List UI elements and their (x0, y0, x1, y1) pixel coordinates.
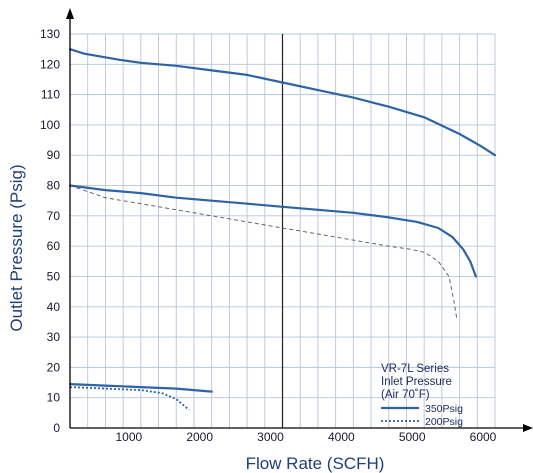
y-tick-label: 120 (40, 57, 60, 71)
y-tick-label: 40 (47, 300, 61, 314)
x-tick-label: 5000 (399, 430, 426, 444)
y-tick-label: 20 (47, 360, 61, 374)
y-tick-label: 50 (47, 269, 61, 283)
legend-condition: (Air 70˚F) (381, 389, 430, 401)
chart-series (68, 48, 497, 411)
series-line-2 (68, 184, 477, 278)
x-tick-label: 2000 (186, 430, 213, 444)
chart-legend: VR-7L Series Inlet Pressure (Air 70˚F) 3… (381, 363, 463, 428)
y-tick-label: 0 (53, 421, 60, 435)
y-tick-label: 110 (41, 88, 60, 102)
series-line-5 (69, 185, 458, 319)
chart-ticks: 0 10 20 30 40 50 60 70 80 90 100 110 120 130 1000 2000 3… (40, 27, 497, 444)
y-tick-label: 30 (47, 330, 61, 344)
chart-axes (66, 8, 533, 432)
legend-subtitle: Inlet Pressure (381, 376, 452, 388)
x-axis-title: Flow Rate (SCFH) (246, 454, 385, 473)
x-tick-label: 6000 (470, 430, 497, 444)
legend-label-350psig: 350Psig (425, 403, 463, 415)
y-tick-label: 10 (47, 391, 61, 405)
x-axis-arrow (523, 424, 533, 432)
x-tick-label: 1000 (115, 430, 142, 444)
legend-label-200psig: 200Psig (425, 416, 463, 428)
series-line-4 (69, 386, 190, 411)
y-axis-arrow (66, 8, 74, 19)
y-tick-label: 90 (47, 148, 61, 162)
y-tick-label: 100 (40, 118, 60, 132)
y-tick-label: 80 (47, 179, 61, 193)
x-tick-label: 3000 (257, 430, 284, 444)
y-axis-title: Outlet Pressure (Psig) (7, 164, 26, 331)
y-tick-label: 60 (47, 239, 61, 253)
chart-grid (70, 33, 496, 428)
y-tick-label: 70 (47, 209, 61, 223)
legend-title: VR-7L Series (381, 363, 449, 375)
series-line-1 (68, 48, 497, 157)
x-tick-label: 4000 (328, 430, 355, 444)
series-line-3 (68, 383, 213, 393)
y-tick-label: 130 (40, 27, 60, 41)
